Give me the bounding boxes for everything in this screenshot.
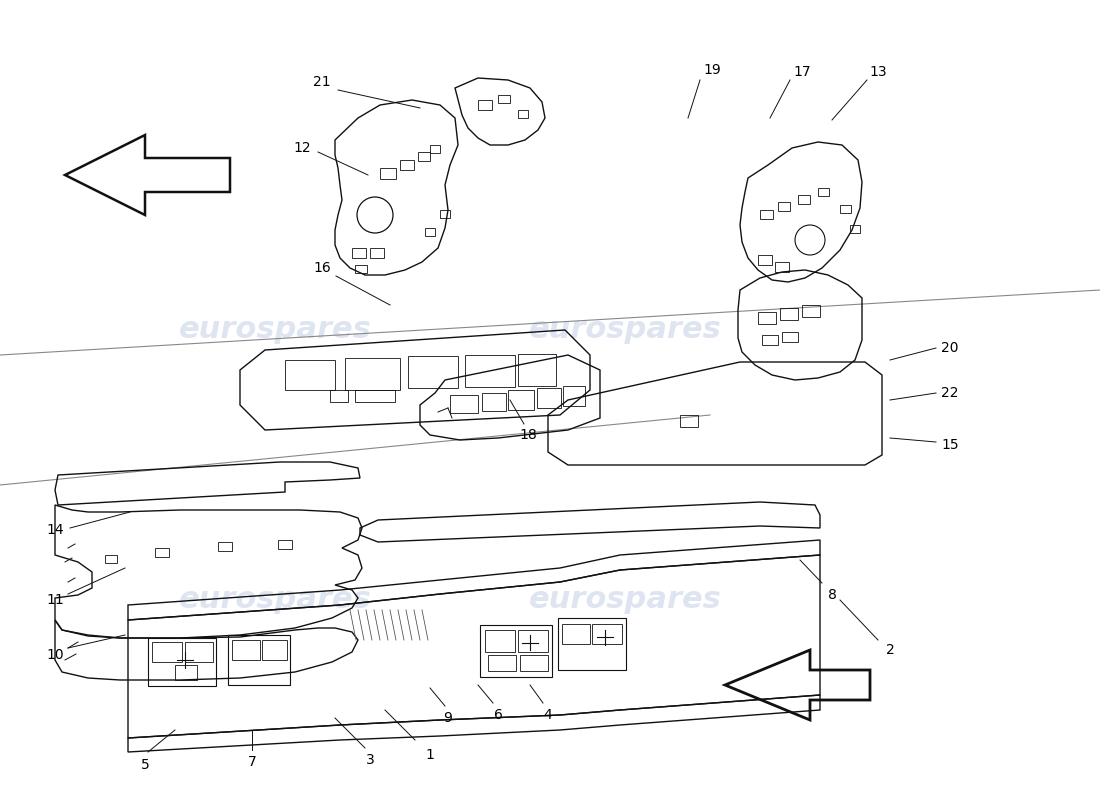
Text: 9: 9 (443, 711, 452, 725)
Text: 14: 14 (46, 523, 64, 537)
Text: 11: 11 (46, 593, 64, 607)
Text: 4: 4 (543, 708, 552, 722)
Text: eurospares: eurospares (178, 586, 372, 614)
Text: 6: 6 (494, 708, 503, 722)
Text: 15: 15 (942, 438, 959, 452)
Text: 19: 19 (703, 63, 720, 77)
Text: 20: 20 (942, 341, 959, 355)
Text: 17: 17 (793, 65, 811, 79)
Text: eurospares: eurospares (529, 586, 722, 614)
Text: eurospares: eurospares (529, 315, 722, 345)
Text: 16: 16 (314, 261, 331, 275)
Text: 13: 13 (869, 65, 887, 79)
Text: 21: 21 (314, 75, 331, 89)
Text: 12: 12 (294, 141, 311, 155)
Text: 8: 8 (827, 588, 836, 602)
Text: 3: 3 (365, 753, 374, 767)
Text: 5: 5 (141, 758, 150, 772)
Text: 22: 22 (942, 386, 959, 400)
Text: 2: 2 (886, 643, 894, 657)
Text: 10: 10 (46, 648, 64, 662)
Text: 18: 18 (519, 428, 537, 442)
Text: 1: 1 (426, 748, 434, 762)
Text: 7: 7 (248, 755, 256, 769)
Text: eurospares: eurospares (178, 315, 372, 345)
